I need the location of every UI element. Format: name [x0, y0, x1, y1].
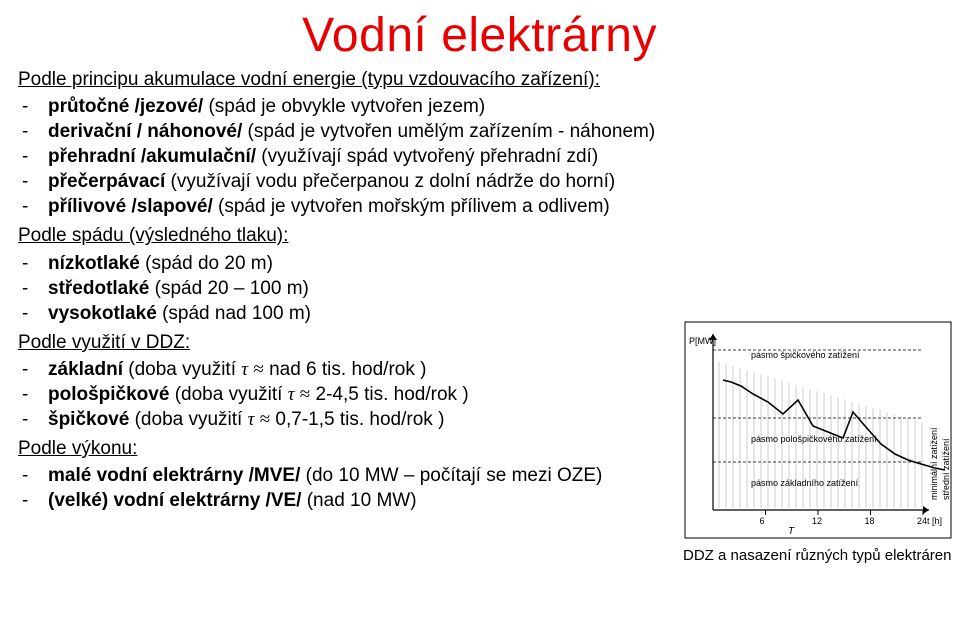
- list-item: průtočné /jezové/ (spád je obvykle vytvo…: [48, 94, 698, 119]
- list-item: špičkové (doba využití τ ≈ 0,7-1,5 tis. …: [48, 407, 698, 432]
- desc: (spád 20 – 100 m): [149, 278, 308, 299]
- desc: (spád je obvykle vytvořen jezem): [203, 96, 485, 117]
- term: vysokotlaké: [48, 303, 157, 324]
- section3-intro: Podle využití v DDZ:: [18, 330, 698, 355]
- list-item: pološpičkové (doba využití τ ≈ 2-4,5 tis…: [48, 382, 698, 407]
- list-item: základní (doba využití τ ≈ nad 6 tis. ho…: [48, 357, 698, 382]
- svg-text:T: T: [788, 526, 795, 537]
- tau-symbol: τ: [241, 359, 248, 380]
- term: malé vodní elektrárny /MVE/: [48, 465, 300, 486]
- mid: (doba využití: [129, 409, 247, 430]
- svg-text:18: 18: [865, 516, 875, 526]
- section1-intro: Podle principu akumulace vodní energie (…: [18, 67, 698, 92]
- svg-text:P[MW]: P[MW]: [689, 336, 716, 346]
- list-item: nízkotlaké (spád do 20 m): [48, 251, 698, 276]
- term: (velké) vodní elektrárny /VE/: [48, 490, 301, 511]
- term: základní: [48, 359, 123, 380]
- svg-text:12: 12: [812, 516, 822, 526]
- approx-symbol: ≈: [253, 359, 263, 380]
- section1-list: průtočné /jezové/ (spád je obvykle vytvo…: [18, 94, 698, 219]
- list-item: středotlaké (spád 20 – 100 m): [48, 276, 698, 301]
- tau-symbol: τ: [248, 409, 255, 430]
- desc: (spád nad 100 m): [157, 303, 311, 324]
- term: průtočné /jezové/: [48, 96, 203, 117]
- list-item: derivační / náhonové/ (spád je vytvořen …: [48, 119, 698, 144]
- svg-text:pásmo pološpičkového zatížení: pásmo pološpičkového zatížení: [751, 434, 877, 444]
- ddz-figure: P[MW] t [h] T 6 12 18 24 pásmo špičkového zatíž…: [683, 320, 953, 580]
- desc: (využívají vodu přečerpanou z dolní nádr…: [165, 171, 615, 192]
- desc: (spád do 20 m): [140, 253, 273, 274]
- slide: Vodní elektrárny Podle principu akumulac…: [0, 0, 959, 638]
- desc: (nad 10 MW): [301, 490, 416, 511]
- val: 0,7-1,5 tis. hod/rok: [275, 409, 432, 430]
- svg-text:6: 6: [760, 516, 765, 526]
- desc: (využívají spád vytvořený přehradní zdí): [256, 146, 598, 167]
- ddz-chart: P[MW] t [h] T 6 12 18 24 pásmo špičkového zatíž…: [683, 320, 953, 540]
- section2-list: nízkotlaké (spád do 20 m) středotlaké (s…: [18, 251, 698, 326]
- term: špičkové: [48, 409, 129, 430]
- desc: (spád je vytvořen mořským přílivem a odl…: [213, 196, 610, 217]
- term: pološpičkové: [48, 384, 169, 405]
- section4-intro: Podle výkonu:: [18, 436, 698, 461]
- figure-caption: DDZ a nasazení různých typů elektráren: [683, 547, 953, 565]
- term: přílivové /slapové/: [48, 196, 213, 217]
- tail: ): [415, 359, 427, 380]
- page-title: Vodní elektrárny: [18, 8, 941, 63]
- tail: ): [433, 409, 445, 430]
- val: 2-4,5 tis. hod/rok: [316, 384, 458, 405]
- val: nad 6 tis. hod/rok: [269, 359, 415, 380]
- desc: (spád je vytvořen umělým zařízením - náh…: [242, 121, 655, 142]
- desc: (do 10 MW – počítají se mezi OZE): [300, 465, 602, 486]
- svg-text:střední zatížení: střední zatížení: [941, 438, 951, 500]
- term: přehradní /akumulační/: [48, 146, 256, 167]
- svg-text:pásmo špičkového zatížení: pásmo špičkového zatížení: [751, 350, 860, 360]
- term: nízkotlaké: [48, 253, 140, 274]
- approx-symbol: ≈: [300, 384, 310, 405]
- list-item: přečerpávací (využívají vodu přečerpanou…: [48, 169, 698, 194]
- approx-symbol: ≈: [260, 409, 270, 430]
- svg-text:t [h]: t [h]: [927, 516, 942, 526]
- term: přečerpávací: [48, 171, 165, 192]
- svg-text:24: 24: [917, 516, 927, 526]
- section3-list: základní (doba využití τ ≈ nad 6 tis. ho…: [18, 357, 698, 432]
- term: derivační / náhonové/: [48, 121, 242, 142]
- tau-symbol: τ: [288, 384, 295, 405]
- list-item: přehradní /akumulační/ (využívají spád v…: [48, 144, 698, 169]
- list-item: přílivové /slapové/ (spád je vytvořen mo…: [48, 194, 698, 219]
- term: středotlaké: [48, 278, 149, 299]
- tail: ): [457, 384, 469, 405]
- mid: (doba využití: [123, 359, 241, 380]
- list-item: vysokotlaké (spád nad 100 m): [48, 301, 698, 326]
- svg-text:minimální zatížení: minimální zatížení: [929, 427, 939, 500]
- svg-text:pásmo základního zatížení: pásmo základního zatížení: [751, 478, 859, 488]
- section2-intro: Podle spádu (výsledného tlaku):: [18, 223, 698, 248]
- mid: (doba využití: [169, 384, 287, 405]
